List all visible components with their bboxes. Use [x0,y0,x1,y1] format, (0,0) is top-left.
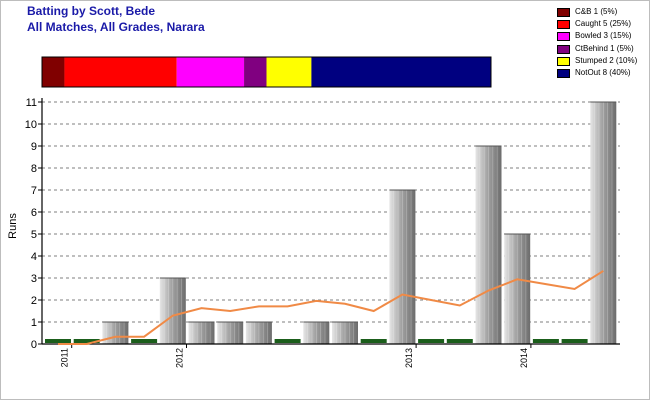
y-tick-label: 3 [31,273,37,285]
legend-label: CtBehind 1 (5%) [575,43,634,53]
legend-label: Bowled 3 (15%) [575,31,632,41]
y-tick-label: 1 [31,317,37,329]
legend-swatch [557,8,570,17]
y-axis-label: Runs [7,213,19,239]
axis-labels: 0 1 2 3 4 5 6 7 8 9 10 11 2011 2012 2013 2014 Runs [7,97,529,368]
dismissal-segment [176,57,245,87]
x-tick-label: 2013 [404,348,414,368]
not-out-marker [418,339,445,343]
y-tick-label: 5 [31,229,37,241]
y-tick-label: 10 [25,119,37,131]
dismissal-proportion-bar [41,56,492,88]
not-out-marker [45,339,71,343]
legend-label: C&B 1 (5%) [575,7,618,16]
average-line [58,270,604,345]
runs-bar [303,322,330,344]
not-out-marker [446,339,473,343]
bars [45,101,617,344]
not-out-marker [532,339,559,343]
legend-label: NotOut 8 (40%) [575,67,631,77]
runs-bar [504,234,531,344]
runs-bar [217,322,244,344]
legend-swatch [557,68,570,78]
legend-swatch [557,44,570,54]
legend-swatch [557,32,570,42]
gridlines [38,101,620,345]
runs-bar [188,322,215,344]
dismissal-bar-border [41,56,492,88]
not-out-marker [131,339,158,343]
chart-subtitle: All Matches, All Grades, Narara [27,20,205,34]
dismissal-segment [266,57,312,87]
legend-label: Stumped 2 (10%) [575,55,638,65]
not-out-marker [360,339,387,343]
y-tick-label: 11 [26,97,37,109]
y-tick-label: 4 [31,251,37,263]
x-tick-label: 2014 [519,348,529,368]
y-tick-label: 2 [31,295,37,307]
runs-bar [389,190,416,344]
x-tick-label: 2011 [60,348,70,367]
axes [41,98,620,348]
legend-swatch [557,56,570,66]
not-out-marker [561,339,588,343]
legend-label: Caught 5 (25%) [575,19,632,29]
runs-bar [475,146,502,344]
dismissal-segment [64,57,177,87]
y-tick-label: 8 [31,163,37,175]
runs-bar [159,278,186,344]
average-line-path [58,270,604,345]
y-tick-label: 0 [31,339,37,351]
dismissal-segment [311,57,491,87]
runs-bar [590,102,617,344]
dismissal-segment [244,57,267,87]
dismissal-segment [42,57,65,87]
y-tick-label: 7 [31,185,37,197]
runs-bar [332,322,358,344]
y-tick-label: 6 [31,207,37,219]
runs-bar [245,322,272,344]
x-tick-label: 2012 [175,348,185,368]
not-out-marker [73,339,100,343]
y-tick-label: 9 [31,141,37,153]
legend-swatch [557,20,570,30]
chart-title: Batting by Scott, Bede [27,4,156,18]
not-out-marker [274,339,301,343]
